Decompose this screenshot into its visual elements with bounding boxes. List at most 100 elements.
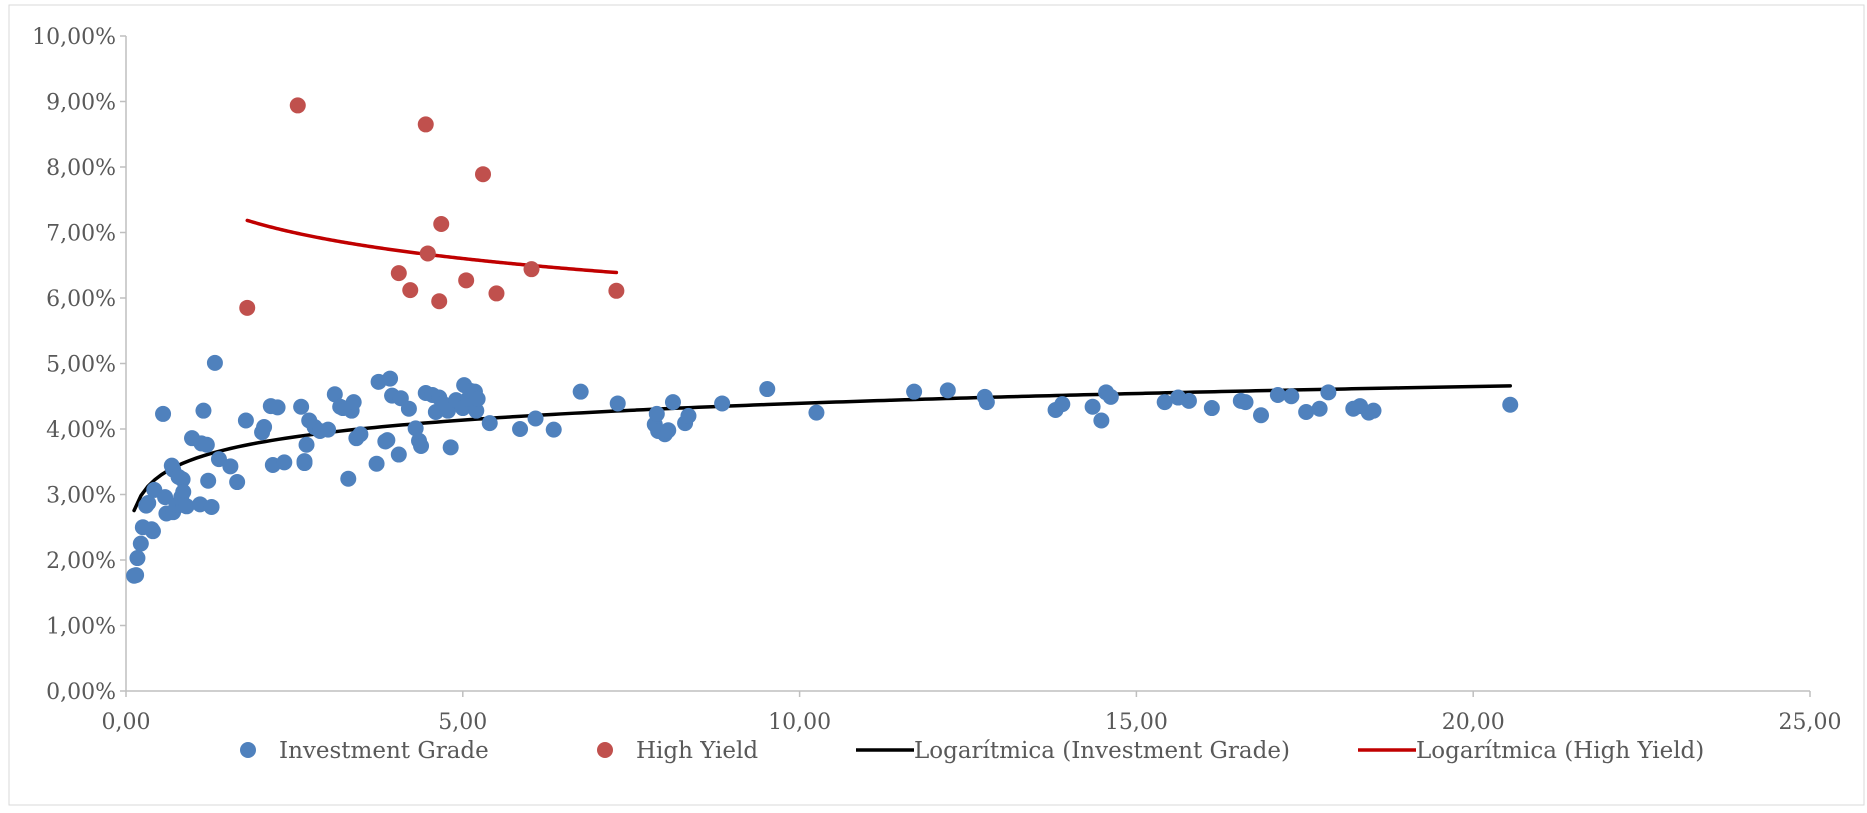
legend-label: Investment Grade: [279, 738, 489, 764]
y-tick-label: 5,00%: [46, 353, 116, 378]
legend-item: Logarítmica (Investment Grade): [856, 738, 1290, 764]
investment-grade-point: [1269, 386, 1286, 403]
x-tick-label: 0,00: [102, 710, 151, 735]
investment-grade-point: [293, 398, 310, 415]
investment-grade-point: [340, 470, 357, 487]
y-tick-label: 0,00%: [46, 680, 116, 705]
high-yield-point: [523, 261, 540, 278]
high-yield-point: [458, 272, 475, 289]
investment-grade-point: [1102, 388, 1119, 405]
investment-grade-point: [1093, 412, 1110, 429]
investment-grade-point: [759, 381, 776, 398]
investment-grade-point: [368, 455, 385, 472]
x-tick-label: 10,00: [768, 710, 831, 735]
investment-grade-point: [379, 432, 396, 449]
investment-grade-point: [648, 405, 665, 422]
y-tick-label: 1,00%: [46, 615, 116, 640]
x-tick-label: 5,00: [438, 710, 487, 735]
high-yield-point: [431, 293, 448, 310]
legend-label: High Yield: [636, 738, 758, 764]
investment-grade-point: [200, 472, 217, 489]
investment-grade-point: [144, 523, 161, 540]
x-tick-label: 20,00: [1442, 710, 1505, 735]
investment-grade-point: [400, 400, 417, 417]
investment-grade-point: [469, 390, 486, 407]
investment-grade-point: [808, 404, 825, 421]
y-tick-label: 6,00%: [46, 287, 116, 312]
investment-grade-point: [1311, 400, 1328, 417]
investment-grade-point: [178, 498, 195, 515]
y-tick-label: 9,00%: [46, 91, 116, 116]
investment-grade-point: [939, 382, 956, 399]
high-yield-point: [475, 166, 492, 183]
investment-grade-point: [129, 550, 146, 567]
investment-grade-point: [237, 412, 254, 429]
investment-grade-point: [382, 370, 399, 387]
investment-grade-point: [1253, 407, 1270, 424]
investment-grade-point: [222, 458, 239, 475]
investment-grade-point: [1054, 396, 1071, 413]
investment-grade-point: [680, 407, 697, 424]
investment-grade-point: [1502, 396, 1519, 413]
y-tick-label: 7,00%: [46, 222, 116, 247]
x-tick-label: 15,00: [1105, 710, 1168, 735]
y-tick-label: 3,00%: [46, 484, 116, 509]
investment-grade-point: [512, 421, 529, 437]
x-tick-label: 25,00: [1779, 710, 1842, 735]
investment-grade-point: [407, 420, 424, 437]
investment-grade-point: [545, 421, 562, 438]
data-points: [126, 97, 1519, 584]
investment-grade-point: [175, 483, 192, 500]
investment-grade-point: [157, 489, 174, 506]
investment-grade-point: [155, 405, 172, 422]
investment-grade-point: [132, 535, 149, 552]
investment-grade-point: [572, 383, 589, 400]
investment-grade-point: [1180, 392, 1197, 409]
investment-grade-point: [714, 395, 731, 412]
investment-grade-point: [609, 395, 626, 412]
legend-label: Logarítmica (High Yield): [1416, 738, 1704, 764]
y-tick-label: 2,00%: [46, 549, 116, 574]
investment-grade-point: [352, 426, 369, 443]
legend-marker-icon: [597, 742, 613, 758]
investment-grade-point: [210, 451, 227, 468]
investment-grade-point: [664, 394, 681, 411]
investment-grade-point: [978, 394, 995, 411]
investment-grade-point: [442, 439, 459, 456]
investment-grade-point: [660, 422, 677, 439]
y-tick-label: 4,00%: [46, 418, 116, 443]
high-yield-point: [433, 215, 450, 232]
high-yield-point: [239, 299, 256, 316]
legend-item: Investment Grade: [240, 738, 489, 764]
chart-area-border: [8, 4, 1865, 806]
investment-grade-point: [1320, 384, 1337, 401]
investment-grade-point: [1203, 400, 1220, 417]
investment-grade-point: [413, 438, 430, 455]
investment-grade-point: [1237, 394, 1254, 411]
investment-grade-point: [390, 446, 407, 463]
y-tick-label: 8,00%: [46, 156, 116, 181]
legend-marker-icon: [240, 742, 256, 758]
high-yield-point: [608, 282, 625, 299]
investment-grade-point: [276, 454, 293, 471]
investment-grade-point: [298, 436, 315, 453]
investment-grade-point: [203, 498, 220, 515]
axes: 0,00% 1,00% 2,00% 3,00% 4,00% 5,00% 6,00% 7,00%…: [32, 25, 1841, 735]
high-yield-point: [390, 265, 407, 282]
investment-grade-point: [1084, 398, 1101, 415]
legend-label: Logarítmica (Investment Grade): [914, 738, 1290, 764]
legend: Investment Grade High Yield Logarítmica (I…: [240, 738, 1704, 764]
investment-grade-point: [481, 415, 498, 432]
investment-grade-point: [320, 421, 337, 438]
investment-grade-point: [1298, 403, 1315, 420]
high-yield-point: [419, 245, 436, 262]
y-tick-label: 10,00%: [32, 25, 116, 50]
investment-grade-point: [906, 383, 923, 400]
high-yield-point: [488, 285, 505, 302]
investment-grade-point: [128, 567, 145, 584]
high-yield-point: [417, 116, 434, 133]
investment-grade-point: [198, 436, 215, 453]
investment-grade-point: [1365, 402, 1382, 419]
